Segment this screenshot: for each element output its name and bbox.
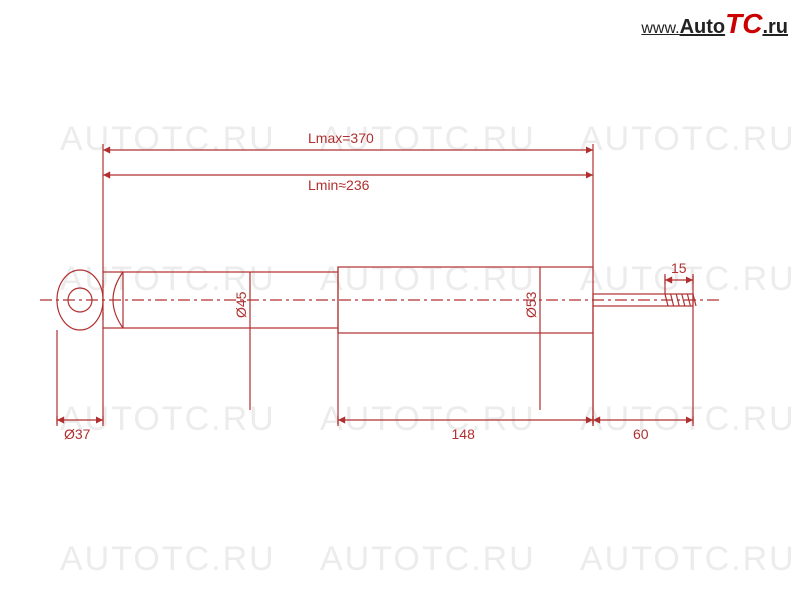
dim-15: 15 xyxy=(671,260,687,276)
dim-lmin: Lmin≈236 xyxy=(308,177,369,193)
dim-d37: Ø37 xyxy=(64,426,90,442)
dimension-label: Ø45 xyxy=(233,291,249,318)
logo-prefix: www. xyxy=(641,20,679,37)
logo-brand-a: Auto xyxy=(680,16,726,38)
technical-drawing: Ø45 Ø53 xyxy=(0,0,800,600)
dim-148: 148 xyxy=(452,426,475,442)
dimension-label: Ø53 xyxy=(523,291,539,318)
dim-60: 60 xyxy=(633,426,649,442)
logo-brand-b: TC xyxy=(725,8,762,39)
dim-lmax: Lmax=370 xyxy=(308,130,374,146)
logo-suffix: .ru xyxy=(762,16,788,38)
site-logo: www.AutoTC.ru xyxy=(641,8,788,40)
